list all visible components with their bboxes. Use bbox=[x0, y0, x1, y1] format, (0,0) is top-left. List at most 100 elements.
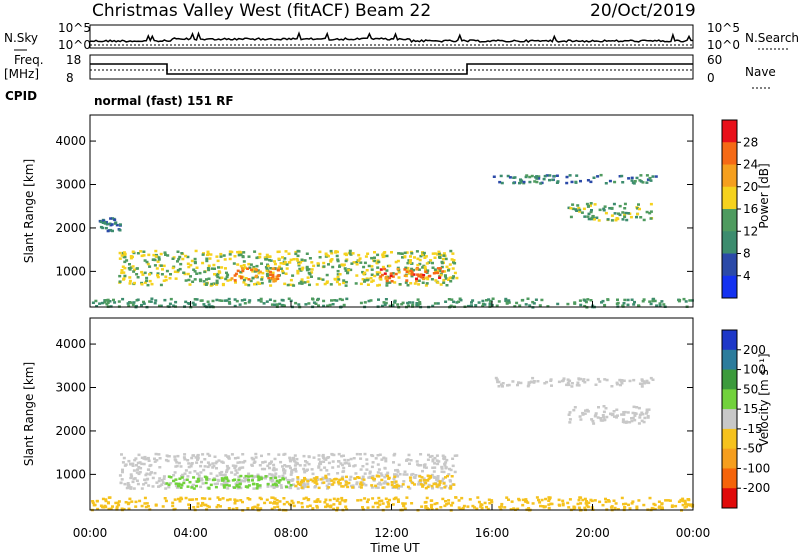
data-cell bbox=[186, 459, 190, 462]
data-cell bbox=[678, 298, 682, 302]
data-cell bbox=[391, 503, 395, 506]
data-cell bbox=[211, 299, 215, 303]
data-cell bbox=[610, 505, 614, 508]
data-cell bbox=[396, 259, 400, 263]
data-cell bbox=[201, 501, 205, 505]
data-cell bbox=[370, 484, 374, 487]
data-cell bbox=[626, 411, 630, 414]
data-cell bbox=[418, 479, 422, 482]
data-cell bbox=[586, 505, 590, 509]
data-cell bbox=[625, 218, 629, 222]
data-cell bbox=[549, 378, 553, 381]
data-cell bbox=[130, 475, 134, 478]
data-cell bbox=[335, 299, 339, 302]
data-cell bbox=[497, 385, 501, 388]
data-cell bbox=[457, 506, 461, 509]
data-cell bbox=[357, 476, 361, 479]
data-cell bbox=[283, 464, 287, 467]
data-cell bbox=[138, 499, 142, 503]
data-cell bbox=[441, 270, 445, 273]
data-cell bbox=[438, 269, 442, 272]
data-cell bbox=[345, 475, 348, 479]
data-cell bbox=[138, 461, 142, 464]
data-cell bbox=[354, 282, 358, 285]
data-cell bbox=[99, 225, 103, 229]
data-cell bbox=[314, 478, 318, 481]
data-cell bbox=[392, 477, 396, 481]
data-cell bbox=[342, 303, 346, 307]
data-cell bbox=[417, 268, 421, 271]
data-cell bbox=[507, 301, 511, 304]
data-cell bbox=[384, 275, 388, 279]
data-cell bbox=[624, 211, 628, 215]
colorbar-tick-label: 200 bbox=[743, 343, 766, 357]
data-cell bbox=[332, 478, 336, 481]
data-cell bbox=[447, 502, 451, 505]
data-cell bbox=[328, 478, 332, 481]
data-cell bbox=[136, 461, 140, 465]
data-cell bbox=[648, 496, 652, 500]
data-cell bbox=[608, 179, 612, 183]
data-cell bbox=[123, 254, 127, 257]
data-cell bbox=[388, 276, 392, 280]
data-cell bbox=[407, 453, 411, 457]
data-cell bbox=[255, 264, 259, 268]
data-cell bbox=[431, 487, 434, 490]
data-cell bbox=[615, 383, 619, 386]
data-cell bbox=[174, 300, 178, 304]
data-cell bbox=[424, 481, 428, 485]
data-cell bbox=[592, 218, 596, 221]
data-cell bbox=[334, 250, 338, 253]
data-cell bbox=[348, 464, 352, 467]
data-cell bbox=[651, 297, 655, 301]
data-cell bbox=[405, 459, 408, 462]
data-cell bbox=[645, 181, 649, 184]
data-cell bbox=[557, 503, 561, 507]
data-cell bbox=[601, 503, 605, 507]
data-cell bbox=[292, 458, 296, 461]
data-cell bbox=[415, 279, 419, 283]
data-cell bbox=[359, 301, 363, 305]
data-cell bbox=[322, 265, 326, 268]
data-cell bbox=[273, 262, 277, 266]
velocity-colorbar-label: Velocity [m s⁻¹] bbox=[757, 353, 771, 446]
data-cell bbox=[211, 466, 215, 469]
data-cell bbox=[379, 472, 383, 475]
data-cell bbox=[366, 252, 370, 255]
data-cell bbox=[505, 496, 509, 499]
data-cell bbox=[184, 279, 188, 282]
data-cell bbox=[581, 379, 585, 383]
data-cell bbox=[307, 455, 311, 458]
data-cell bbox=[304, 496, 308, 500]
data-cell bbox=[173, 458, 177, 461]
data-cell bbox=[260, 276, 264, 279]
x-axis: 00:00 04:00 08:00 12:00 16:00 20:00 00:00 bbox=[73, 301, 710, 540]
data-cell bbox=[451, 464, 455, 468]
data-cell bbox=[206, 267, 210, 270]
data-cell bbox=[383, 475, 387, 479]
data-cell bbox=[243, 459, 247, 463]
data-cell bbox=[208, 463, 212, 467]
data-cell bbox=[640, 378, 644, 381]
data-cell bbox=[129, 487, 133, 490]
data-cell bbox=[528, 304, 532, 307]
colorbar-swatch bbox=[722, 142, 737, 165]
data-cell bbox=[645, 379, 649, 383]
data-cell bbox=[123, 260, 127, 264]
data-cell bbox=[344, 499, 348, 502]
data-cell bbox=[311, 480, 315, 483]
data-cell bbox=[329, 249, 333, 253]
data-cell bbox=[194, 456, 198, 459]
data-cell bbox=[425, 507, 429, 510]
data-cell bbox=[419, 464, 423, 467]
data-cell bbox=[594, 412, 598, 415]
data-cell bbox=[150, 297, 154, 300]
data-cell bbox=[430, 278, 434, 281]
data-cell bbox=[157, 479, 161, 483]
data-cell bbox=[455, 276, 459, 280]
data-cell bbox=[190, 259, 194, 263]
data-cell bbox=[392, 461, 395, 464]
data-cell bbox=[127, 267, 131, 270]
data-cell bbox=[148, 508, 152, 511]
data-cell bbox=[236, 269, 240, 273]
